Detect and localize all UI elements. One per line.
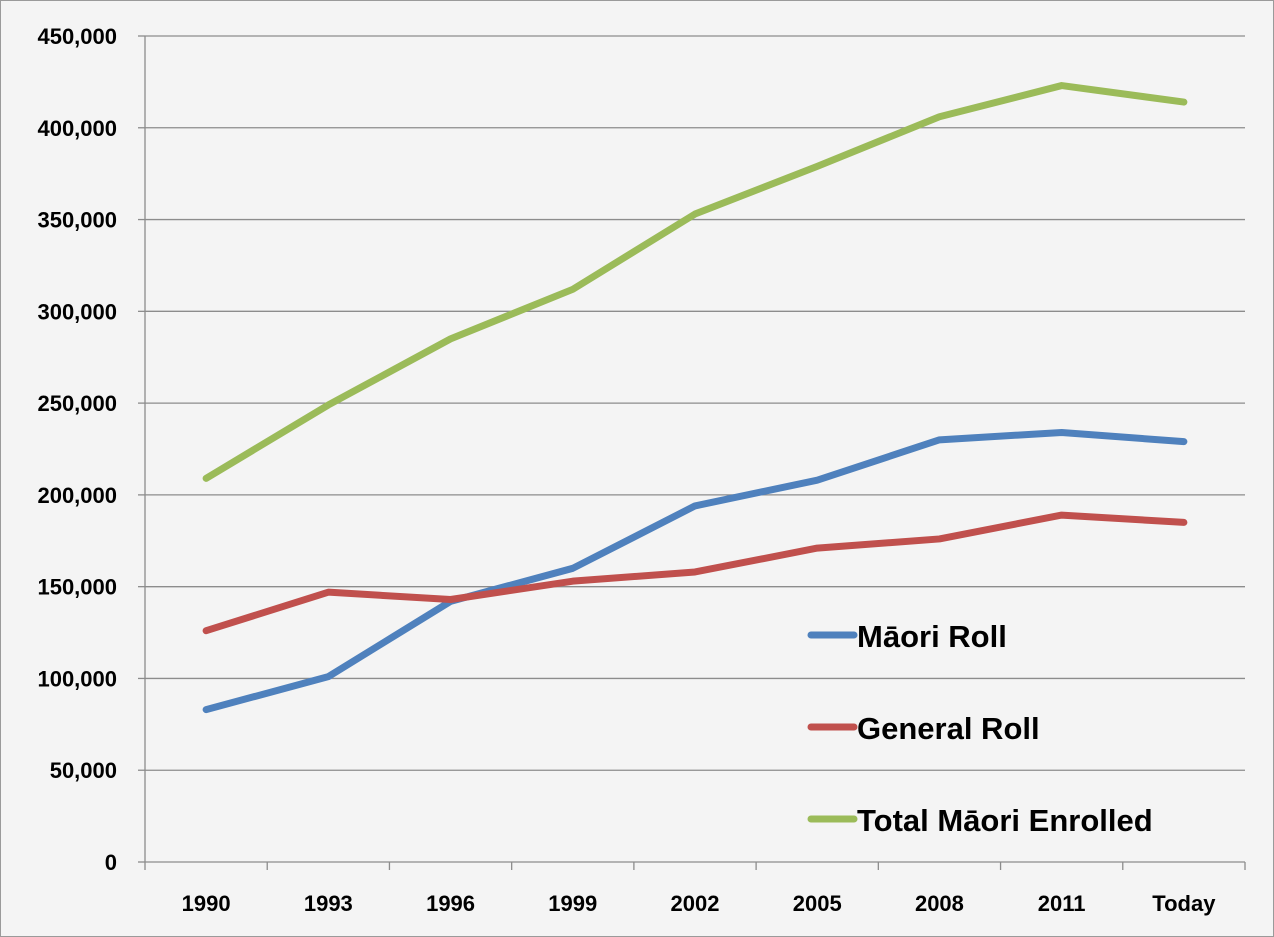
x-tick-label: 2005: [793, 891, 842, 916]
x-tick-label: 2002: [671, 891, 720, 916]
legend-label: Total Māori Enrolled: [857, 803, 1153, 838]
legend-label: Māori Roll: [857, 619, 1007, 654]
y-tick-label: 200,000: [37, 483, 117, 508]
y-tick-label: 400,000: [37, 116, 117, 141]
y-tick-label: 150,000: [37, 575, 117, 600]
y-tick-label: 250,000: [37, 391, 117, 416]
x-tick-label: 1990: [182, 891, 231, 916]
series-line-2: [202, 82, 1188, 482]
x-tick-label: 2011: [1038, 891, 1086, 916]
x-tick-label: 1996: [426, 891, 475, 916]
x-tick-label: Today: [1152, 891, 1216, 916]
x-tick-label: 2008: [915, 891, 964, 916]
series-line-1: [202, 511, 1188, 635]
x-tick-label: 1999: [548, 891, 597, 916]
y-tick-label: 100,000: [37, 666, 117, 691]
y-tick-label: 350,000: [37, 208, 117, 233]
y-tick-label: 0: [105, 850, 117, 875]
x-tick-label: 1993: [304, 891, 353, 916]
y-tick-label: 300,000: [37, 299, 117, 324]
legend-label: General Roll: [857, 711, 1040, 746]
y-tick-label: 450,000: [37, 24, 117, 49]
y-tick-label: 50,000: [50, 758, 117, 783]
